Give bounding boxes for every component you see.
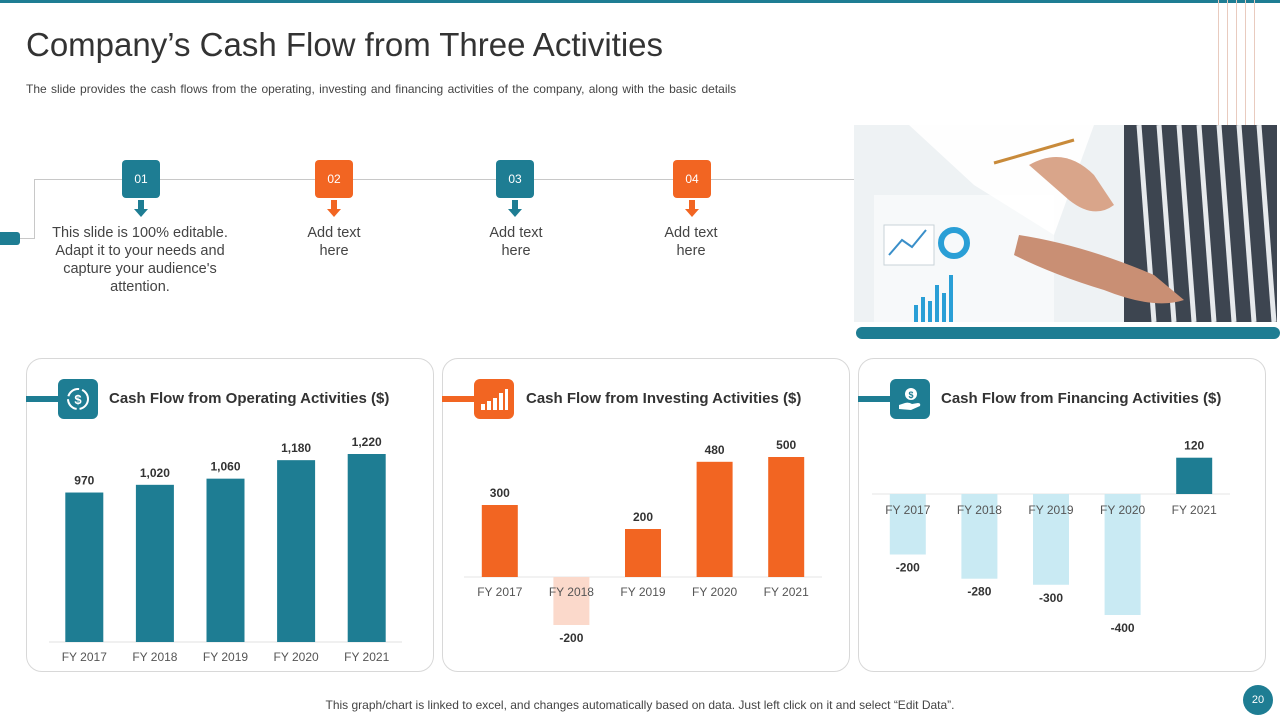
svg-text:$: $ (74, 392, 82, 407)
page-subtitle: The slide provides the cash flows from t… (26, 82, 737, 96)
chart-category-label: FY 2019 (620, 585, 665, 599)
chart-bar (625, 529, 661, 577)
investing-cashflow-chart: 300 FY 2017 -200 FY 2018 200 FY 2019 480 FY 202… (464, 438, 822, 645)
panel-title-investing: Cash Flow from Investing Activities ($) (526, 390, 802, 407)
chart-value-label: -280 (967, 585, 991, 599)
chart-value-label: 300 (490, 486, 510, 500)
step-number-01: 01 (122, 160, 160, 198)
chart-value-label: 1,020 (140, 466, 170, 480)
operating-cashflow-chart: 970 FY 2017 1,020 FY 2018 1,060 FY 2019 1,180 F… (49, 435, 402, 664)
panel-title-operating: Cash Flow from Operating Activities ($) (109, 390, 390, 407)
step-number-03: 03 (496, 160, 534, 198)
chart-value-label: 1,060 (210, 460, 240, 474)
chart-category-label: FY 2020 (692, 585, 737, 599)
chart-category-label: FY 2017 (62, 650, 107, 664)
chart-bar (65, 492, 104, 642)
financing-cashflow-chart: -200 FY 2017 -280 FY 2018 -300 FY 2019 -400 FY … (872, 439, 1230, 635)
chart-category-label: FY 2017 (477, 585, 522, 599)
timeline-connector-end (10, 238, 35, 239)
chart-category-label: FY 2019 (203, 650, 248, 664)
chart-category-label: FY 2020 (274, 650, 319, 664)
timeline-line (34, 179, 854, 180)
step-number-04: 04 (673, 160, 711, 198)
chart-category-label: FY 2017 (885, 503, 930, 517)
cash-cycle-icon: $ (58, 379, 98, 419)
step-number-02: 02 (315, 160, 353, 198)
photo-accent-bar (856, 327, 1280, 339)
svg-text:$: $ (908, 390, 913, 400)
chart-bar (481, 505, 518, 577)
chart-category-label: FY 2021 (1172, 503, 1217, 517)
chart-value-label: 120 (1184, 439, 1204, 453)
down-arrow-icon (134, 200, 148, 217)
down-arrow-icon (685, 200, 699, 217)
chart-value-label: -200 (896, 561, 920, 575)
step-text-04: Add text here (664, 225, 718, 259)
chart-bar (1176, 457, 1213, 494)
chart-value-label: 500 (776, 438, 796, 452)
step-text-03: Add text here (489, 225, 543, 259)
chart-bar (277, 460, 316, 642)
footer-note: This graph/chart is linked to excel, and… (325, 698, 955, 712)
panel-accent (858, 396, 890, 402)
chart-bar (347, 454, 386, 642)
step-text-01: This slide is 100% editable. Adapt it to… (52, 225, 228, 295)
panel-title-financing: Cash Flow from Financing Activities ($) (941, 390, 1222, 407)
chart-category-label: FY 2018 (957, 503, 1002, 517)
chart-category-label: FY 2018 (549, 585, 594, 599)
hand-holding-dollar-icon: $ (890, 379, 930, 419)
business-photo (854, 125, 1277, 322)
chart-value-label: 480 (705, 443, 725, 457)
chart-value-label: 1,180 (281, 441, 311, 455)
chart-bar (1104, 494, 1141, 615)
chart-value-label: -200 (559, 631, 583, 645)
chart-value-label: 970 (74, 474, 94, 488)
chart-bar (768, 457, 805, 577)
decorative-lines (1218, 0, 1258, 125)
chart-bar (696, 461, 733, 577)
chart-category-label: FY 2021 (344, 650, 389, 664)
down-arrow-icon (327, 200, 341, 217)
top-accent-bar (0, 0, 1280, 3)
chart-bar (889, 494, 926, 555)
timeline-tab (0, 232, 20, 245)
chart-bar (206, 478, 245, 642)
chart-value-label: 200 (633, 510, 653, 524)
chart-value-label: -300 (1039, 591, 1063, 605)
chart-value-label: -400 (1111, 621, 1135, 635)
page-number: 20 (1243, 685, 1273, 715)
chart-category-label: FY 2019 (1028, 503, 1073, 517)
chart-bar (961, 494, 998, 579)
chart-category-label: FY 2021 (764, 585, 809, 599)
chart-bar (553, 577, 590, 625)
step-text-02: Add text here (307, 225, 361, 259)
panel-accent (442, 396, 474, 402)
chart-bar (1033, 494, 1069, 585)
down-arrow-icon (508, 200, 522, 217)
panel-accent (26, 396, 58, 402)
chart-category-label: FY 2018 (132, 650, 177, 664)
chart-bar (135, 484, 174, 642)
chart-value-label: 1,220 (352, 435, 382, 449)
page-title: Company’s Cash Flow from Three Activitie… (26, 26, 664, 63)
timeline-connector (34, 179, 35, 238)
chart-category-label: FY 2020 (1100, 503, 1145, 517)
rising-bars-icon (474, 379, 514, 419)
